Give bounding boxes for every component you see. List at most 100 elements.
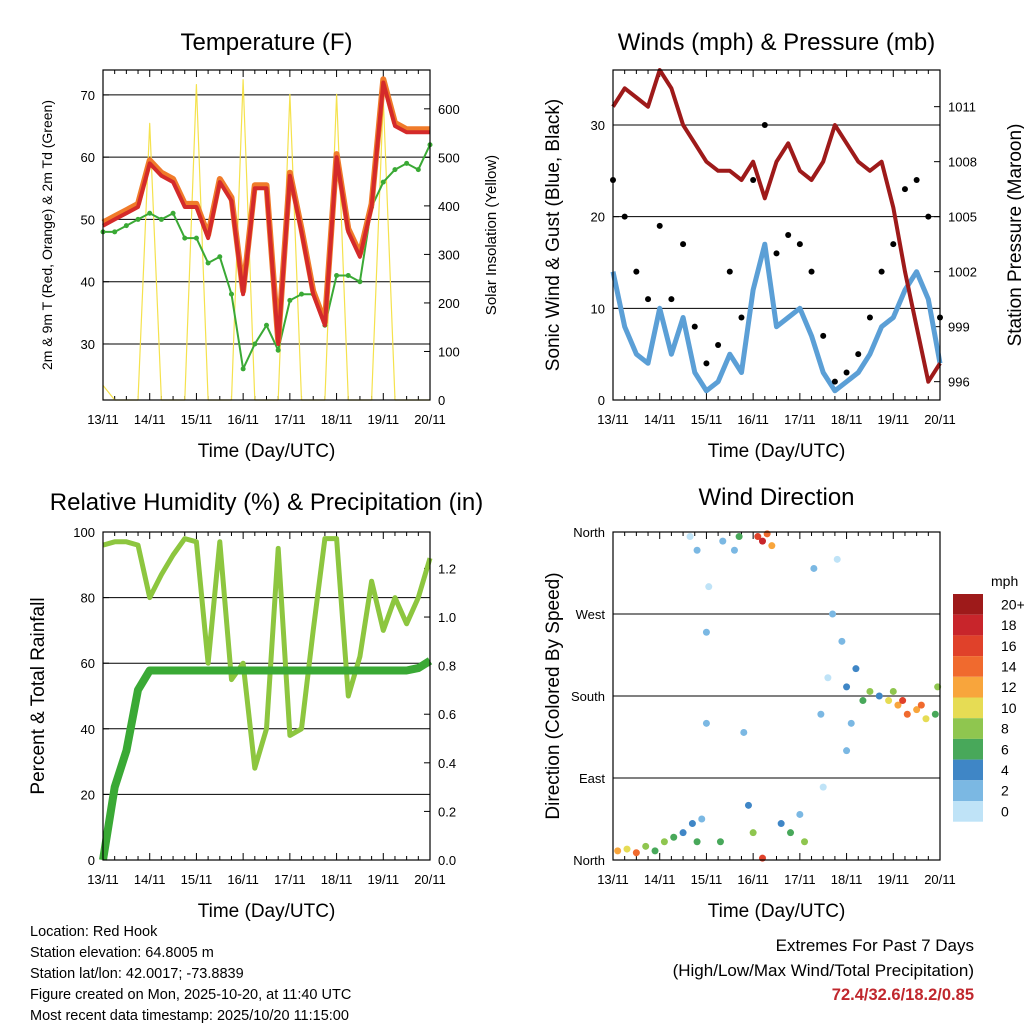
direction-point — [824, 674, 832, 682]
data-point — [656, 222, 663, 229]
x-tick-label: 13/11 — [597, 412, 629, 427]
direction-point — [614, 847, 622, 855]
x-tick-label: 19/11 — [367, 412, 399, 427]
direction-point — [922, 715, 930, 723]
series-station-pressure — [611, 68, 942, 384]
direction-point — [777, 820, 785, 828]
direction-point — [913, 706, 921, 714]
y-tick-label: 70 — [81, 88, 95, 103]
direction-point — [693, 838, 701, 846]
direction-point — [632, 849, 640, 857]
right-tick-label: 200 — [438, 296, 460, 311]
data-point — [158, 216, 164, 222]
data-point — [703, 360, 710, 367]
latlon-text: Station lat/lon: 42.0017; -73.8839 — [30, 966, 244, 982]
data-point — [621, 213, 628, 220]
data-point — [761, 122, 768, 128]
x-tick-label: 15/11 — [181, 872, 213, 887]
direction-point — [754, 533, 762, 541]
data-point — [392, 167, 398, 173]
y-tick-label: 0 — [88, 853, 95, 868]
data-point — [855, 351, 862, 358]
colorbar-label: 18 — [1001, 617, 1017, 633]
data-point — [773, 250, 780, 257]
data-point — [228, 291, 234, 297]
y-tick-label: 30 — [81, 337, 95, 352]
data-point — [334, 272, 340, 278]
direction-point — [917, 701, 925, 709]
data-point — [913, 177, 920, 183]
direction-point — [903, 710, 911, 718]
x-tick-label: 15/11 — [691, 872, 723, 887]
direction-point — [889, 687, 897, 695]
y-tick-label: 20 — [591, 210, 605, 225]
data-point — [901, 186, 908, 193]
y-tick-label: 0 — [598, 393, 605, 408]
x-tick-label: 15/11 — [181, 412, 213, 427]
location-text: Location: Red Hook — [30, 924, 158, 940]
direction-point — [719, 537, 727, 545]
direction-point — [843, 683, 851, 691]
x-tick-label: 20/11 — [414, 412, 446, 427]
colorbar-label: 4 — [1001, 762, 1009, 778]
direction-point — [749, 829, 757, 837]
x-tick-label: 16/11 — [227, 412, 259, 427]
data-point — [925, 213, 932, 220]
extremes-subtitle: (High/Low/Max Wind/Total Precipitation) — [672, 961, 974, 980]
data-point — [680, 241, 687, 248]
direction-point — [735, 533, 743, 541]
direction-point — [796, 810, 804, 818]
plot-frame — [612, 69, 941, 401]
y-tick-label: South — [571, 689, 605, 704]
direction-point — [875, 692, 883, 700]
timestamp-text: Most recent data timestamp: 2025/10/20 1… — [30, 1008, 349, 1024]
x-tick-label: 18/11 — [321, 872, 353, 887]
colorbar-label: 12 — [1001, 679, 1017, 695]
x-tick-label: 13/11 — [87, 872, 119, 887]
right-tick-label: 0.6 — [438, 707, 456, 722]
direction-point — [829, 610, 837, 618]
data-point — [299, 291, 305, 297]
direction-point — [758, 537, 766, 545]
x-tick-label: 13/11 — [597, 872, 629, 887]
x-tick-label: 15/11 — [691, 412, 723, 427]
x-tick-label: 20/11 — [924, 872, 956, 887]
data-point — [866, 314, 873, 321]
colorbar-swatch — [953, 697, 983, 719]
data-point — [170, 210, 176, 216]
y-axis-label: 2m & 9m T (Red, Orange) & 2m Td (Green) — [39, 100, 55, 370]
data-point — [645, 296, 652, 303]
data-point — [357, 279, 363, 285]
right-tick-label: 1005 — [948, 210, 977, 225]
series-relative-humidity — [102, 536, 433, 771]
data-point — [715, 342, 722, 348]
colorbar-label: 10 — [1001, 700, 1017, 716]
data-point — [726, 268, 733, 275]
data-point — [135, 216, 141, 222]
direction-point — [838, 637, 846, 645]
direction-point — [852, 665, 860, 673]
x-tick-label: 17/11 — [274, 412, 306, 427]
direction-point — [833, 555, 841, 563]
direction-point — [801, 838, 809, 846]
direction-point — [768, 542, 776, 550]
data-point — [831, 378, 838, 385]
x-axis-label: Time (Day/UTC) — [198, 901, 336, 922]
x-tick-label: 18/11 — [831, 412, 863, 427]
plot-frame — [102, 531, 431, 861]
direction-point — [931, 710, 939, 718]
x-tick-label: 14/11 — [134, 412, 166, 427]
right-tick-label: 999 — [948, 320, 970, 335]
direction-point — [744, 801, 752, 809]
direction-point — [651, 847, 659, 855]
x-tick-label: 16/11 — [737, 872, 769, 887]
station-info: Location: Red Hook Station elevation: 64… — [30, 922, 351, 1027]
direction-point — [810, 564, 818, 572]
colorbar-swatch — [953, 594, 983, 615]
direction-point — [866, 687, 874, 695]
temperature-panel: Temperature (F) 30 40 50 60 70 13/11 14/11 15/11… — [39, 29, 500, 462]
y-tick-label: 40 — [81, 722, 95, 737]
x-tick-label: 16/11 — [227, 872, 259, 887]
direction-point — [679, 829, 687, 837]
